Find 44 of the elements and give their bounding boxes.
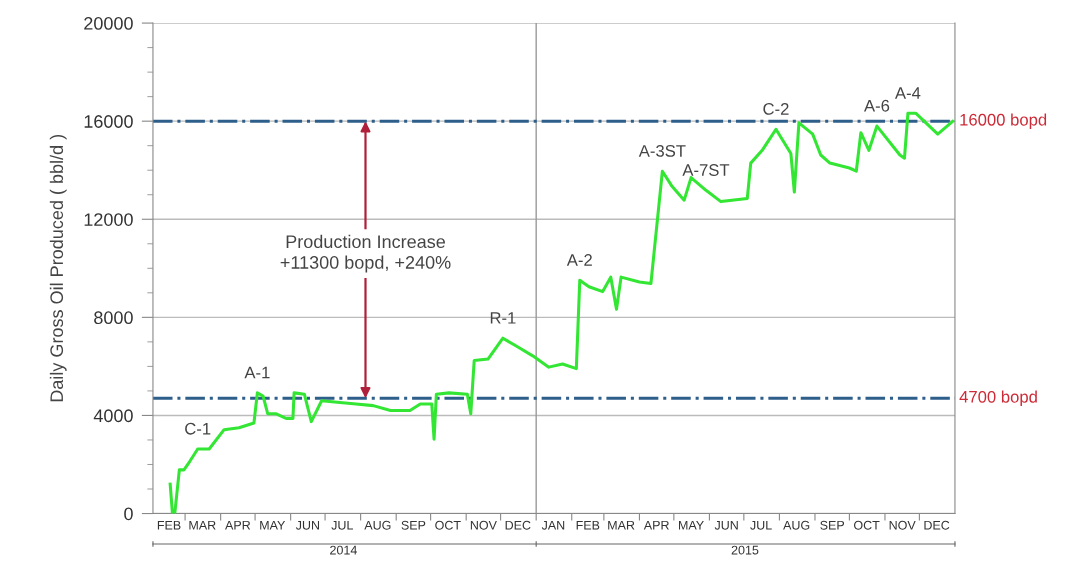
annotation: A-4: [894, 87, 921, 99]
x-tick-label: APR: [225, 520, 251, 530]
y-tick-label: 0: [124, 507, 133, 521]
y-tick-label: 4000: [93, 409, 133, 423]
x-tick-label: JAN: [541, 520, 565, 530]
x-tick-label: APR: [643, 520, 669, 530]
annotation: A-7ST: [682, 164, 730, 176]
x-tick-label: MAR: [189, 520, 216, 530]
annotation: A-1: [244, 366, 270, 379]
y-tick-label: 20000: [84, 17, 133, 30]
x-tick-label: MAY: [679, 520, 704, 530]
x-tick-label: OCT: [435, 520, 461, 530]
y-tick-label: 12000: [84, 213, 133, 226]
x-tick-label: FEB: [576, 520, 600, 530]
x-tick-label: JUL: [331, 520, 353, 530]
x-tick-label: JUL: [750, 520, 772, 530]
y-axis-title: Daily Gross Oil Produced ( bbl/d ): [49, 134, 67, 402]
x-tick-label: DEC: [505, 520, 531, 530]
annotation: A-6: [864, 99, 890, 112]
x-tick-label: SEP: [401, 520, 426, 530]
annotation: C-2: [763, 103, 789, 115]
annotation: R-1: [490, 312, 516, 324]
x2-tick-label: 2015: [731, 545, 759, 555]
y-tick-label: 16000: [84, 115, 133, 128]
x2-tick-label: 2014: [330, 545, 357, 555]
x-tick-label: JUN: [714, 520, 738, 530]
annotation: A-2: [566, 254, 592, 266]
x-tick-label: DEC: [924, 520, 950, 530]
x-tick-label: MAR: [608, 520, 635, 530]
x-tick-label: OCT: [854, 520, 880, 530]
annotation: C-1: [185, 422, 211, 435]
ref-line-label: 4700 bopd: [959, 390, 1037, 407]
x-tick-label: NOV: [470, 520, 497, 530]
x-tick-label: NOV: [889, 520, 916, 530]
y-tick-label: 8000: [94, 311, 133, 325]
ref-line-label: 16000 bopd: [960, 113, 1047, 129]
x-tick-label: SEP: [820, 520, 845, 530]
annotation: A-3ST: [638, 144, 686, 157]
x-tick-label: JUN: [295, 520, 319, 530]
x-tick-label: AUG: [783, 520, 810, 530]
x-tick-label: AUG: [364, 520, 391, 530]
x-tick-label: FEB: [157, 520, 181, 530]
annotation: Production Increase +11300 bopd, +240%: [280, 234, 451, 273]
x-tick-label: MAY: [260, 520, 286, 530]
